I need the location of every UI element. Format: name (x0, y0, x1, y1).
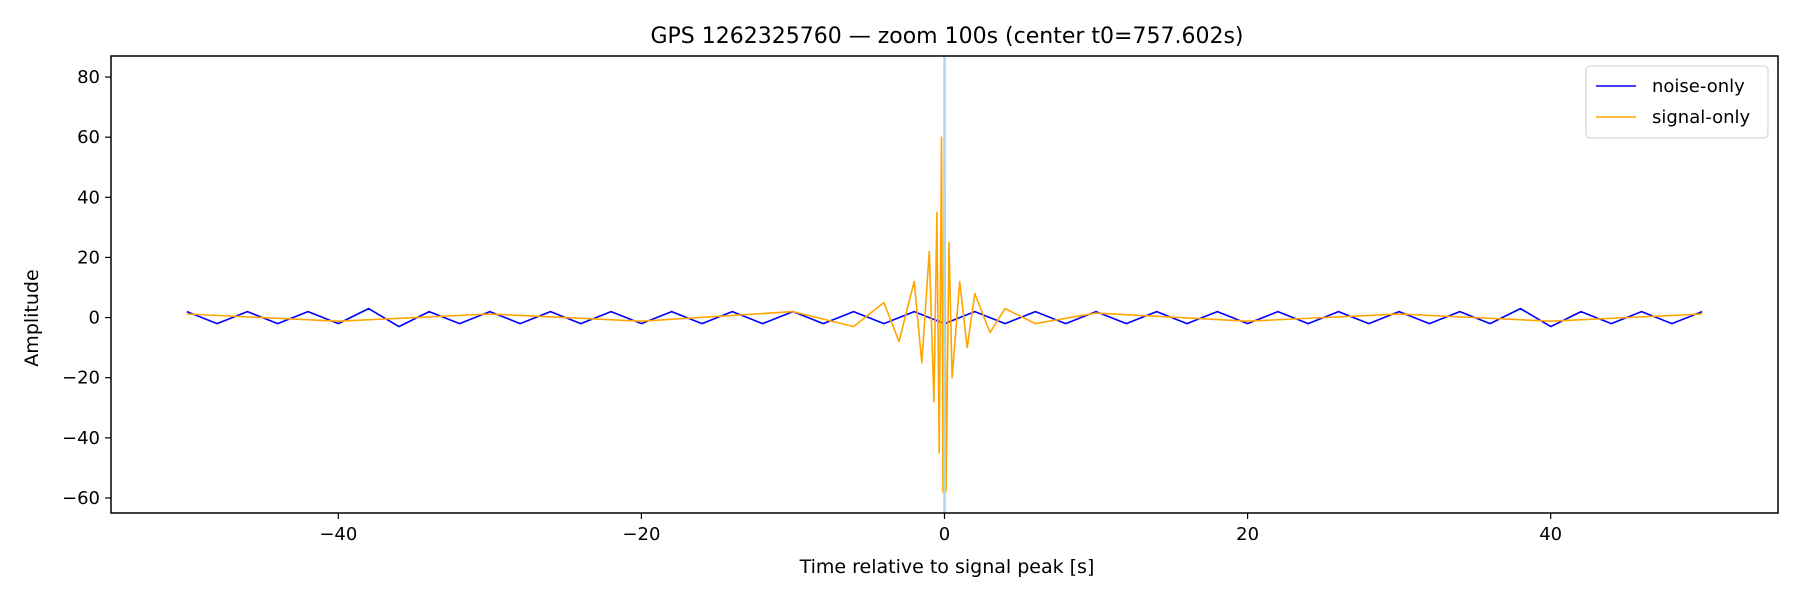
x-axis: −40 −20 0 20 40 (319, 513, 1562, 545)
legend-label-noise-only: noise-only (1652, 76, 1745, 97)
x-tick-label: −20 (622, 524, 660, 545)
y-tick-label: 20 (77, 247, 100, 268)
y-tick-label: 60 (77, 127, 100, 148)
x-tick-label: −40 (319, 524, 357, 545)
y-axis-label: Amplitude (21, 269, 43, 366)
y-tick-label: −60 (62, 488, 100, 509)
y-tick-label: 80 (77, 67, 100, 88)
legend-box (1585, 65, 1769, 139)
legend-label-signal-only: signal-only (1652, 107, 1750, 128)
y-tick-label: −40 (62, 428, 100, 449)
series-line-signal-only (186, 76, 1703, 493)
legend: noise-only signal-only (1585, 65, 1769, 139)
y-tick-label: −20 (62, 368, 100, 389)
x-tick-label: 40 (1539, 524, 1562, 545)
y-axis: −60 −40 −20 0 20 40 60 80 (62, 67, 111, 509)
x-tick-label: 0 (939, 524, 950, 545)
chart-title: GPS 1262325760 — zoom 100s (center t0=75… (650, 24, 1243, 49)
x-tick-label: 20 (1236, 524, 1259, 545)
y-tick-label: 40 (77, 187, 100, 208)
y-tick-label: 0 (89, 308, 100, 329)
x-axis-label: Time relative to signal peak [s] (799, 556, 1095, 578)
